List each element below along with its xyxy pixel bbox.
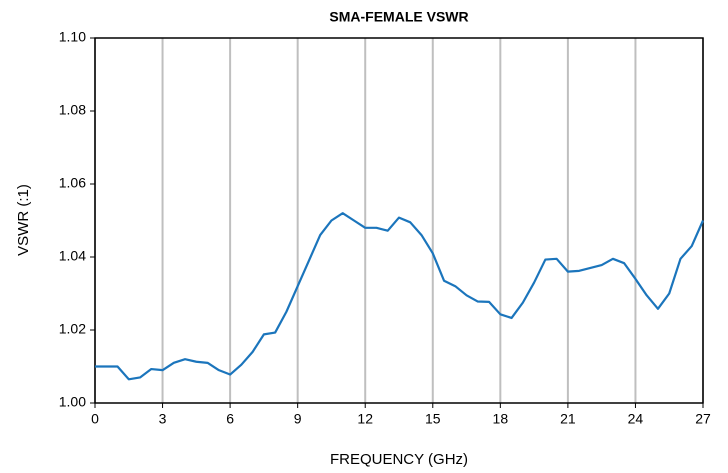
x-tick-label: 12 bbox=[357, 411, 373, 427]
y-tick-label: 1.08 bbox=[59, 102, 86, 118]
y-axis-label: VSWR (:1) bbox=[15, 184, 32, 256]
series-line bbox=[95, 212, 705, 381]
x-tick-label: 24 bbox=[628, 411, 644, 427]
y-tick-label: 1.02 bbox=[59, 321, 86, 337]
x-tick-label: 3 bbox=[159, 411, 167, 427]
y-tick-label: 1.04 bbox=[59, 248, 86, 264]
x-tick-label: 27 bbox=[695, 411, 711, 427]
x-tick-label: 6 bbox=[226, 411, 234, 427]
x-tick-label: 15 bbox=[425, 411, 441, 427]
x-tick-label: 0 bbox=[91, 411, 99, 427]
chart-title: SMA-FEMALE VSWR bbox=[329, 9, 468, 25]
y-tick-label: 1.06 bbox=[59, 175, 86, 191]
x-tick-label: 21 bbox=[560, 411, 576, 427]
plot-frame bbox=[94, 37, 704, 404]
x-tick-label: 18 bbox=[493, 411, 509, 427]
y-tick-label: 1.00 bbox=[59, 394, 86, 410]
x-axis-label: FREQUENCY (GHz) bbox=[330, 451, 468, 468]
y-tick-label: 1.10 bbox=[59, 29, 86, 45]
x-tick-label: 9 bbox=[294, 411, 302, 427]
